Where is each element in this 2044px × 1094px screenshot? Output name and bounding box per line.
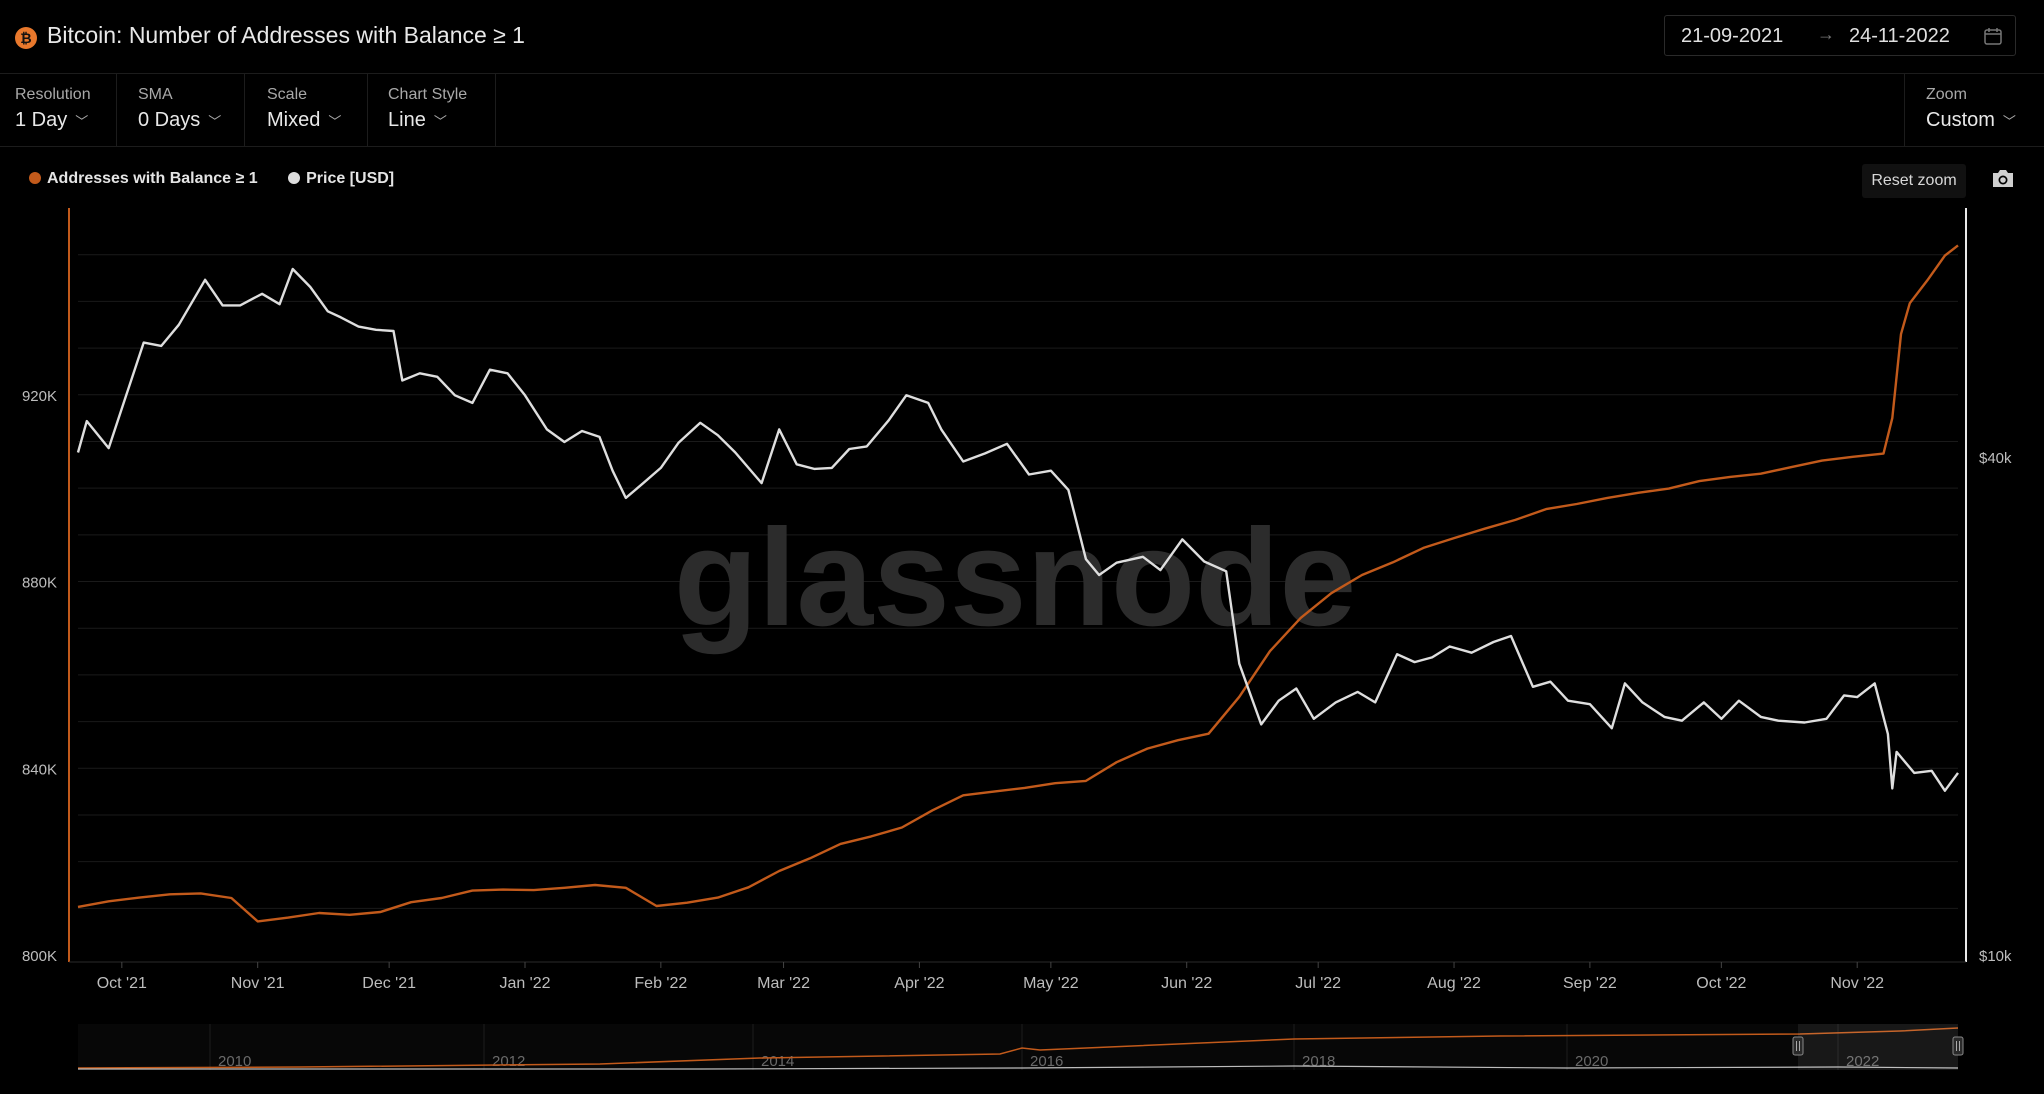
scale-dropdown[interactable]: Scale Mixed ﹀	[245, 74, 368, 146]
navigator-handle[interactable]	[1952, 1036, 1964, 1056]
chart-style-label: Chart Style	[388, 86, 468, 103]
sma-dropdown[interactable]: SMA 0 Days ﹀	[117, 74, 245, 146]
reset-zoom-button[interactable]: Reset zoom	[1862, 164, 1966, 198]
chevron-down-icon: ﹀	[208, 114, 222, 129]
sma-label: SMA	[138, 86, 173, 103]
x-tick-label: Nov '21	[231, 975, 285, 992]
x-tick-label: Oct '21	[97, 975, 147, 992]
camera-icon[interactable]	[1990, 166, 2016, 190]
navigator-tick-label: 2010	[218, 1053, 251, 1070]
resolution-label: Resolution	[15, 86, 91, 103]
navigator[interactable]: 2010 2012 2014 2016 2018 2020 2022	[77, 1024, 1964, 1070]
x-tick-label: Feb '22	[634, 975, 687, 992]
x-tick-label: May '22	[1023, 975, 1079, 992]
arrow-right-icon: →	[1817, 24, 1835, 44]
zoom-label: Zoom	[1926, 86, 1967, 103]
x-tick-label: Nov '22	[1830, 975, 1884, 992]
zoom-value[interactable]: Custom ﹀	[1926, 109, 2016, 131]
chart-style-dropdown[interactable]: Chart Style Line ﹀	[368, 74, 496, 146]
x-tick-label: Aug '22	[1427, 975, 1481, 992]
navigator-handle[interactable]	[1792, 1036, 1804, 1056]
chart-controls: Resolution 1 Day ﹀ SMA 0 Days ﹀ Scale Mixe…	[0, 74, 2044, 147]
legend-dot	[29, 172, 41, 184]
legend-dot	[288, 172, 301, 184]
axes: 800K 840K 880K 920K $10k $40k Oct '21 Nov '21 De…	[22, 208, 2012, 992]
legend-item-addresses[interactable]: Addresses with Balance ≥ 1	[29, 170, 258, 188]
x-tick-label: Sep '22	[1563, 975, 1617, 992]
date-range-picker[interactable]: 21-09-2021 → 24-11-2022	[1664, 15, 2016, 56]
legend-item-price[interactable]: Price [USD]	[288, 170, 394, 188]
chevron-down-icon: ﹀	[2002, 114, 2016, 129]
series-layer	[76, 244, 1959, 923]
sma-value[interactable]: 0 Days ﹀	[138, 109, 222, 131]
chevron-down-icon: ﹀	[433, 114, 447, 129]
y-left-tick-label: 800K	[22, 948, 57, 965]
navigator-tick-label: 2020	[1575, 1053, 1608, 1070]
page-title: Bitcoin: Number of Addresses with Balanc…	[47, 22, 525, 48]
x-tick-label: Jul '22	[1295, 975, 1341, 992]
date-to-input[interactable]: 24-11-2022	[1849, 25, 1950, 47]
chevron-down-icon: ﹀	[328, 114, 342, 129]
chart-style-value[interactable]: Line ﹀	[388, 109, 447, 131]
grid-lines	[78, 254, 1958, 909]
bitcoin-icon: ₿	[15, 27, 37, 49]
x-tick-label: Jun '22	[1161, 975, 1212, 992]
series-line-price	[76, 267, 1959, 792]
x-tick-label: Mar '22	[757, 975, 810, 992]
zoom-dropdown[interactable]: Zoom Custom ﹀	[1904, 74, 2044, 146]
series-line-addresses	[77, 244, 1959, 923]
chart-legend: Addresses with Balance ≥ 1 Price [USD]	[29, 170, 420, 194]
x-tick-label: Apr '22	[894, 975, 944, 992]
scale-value[interactable]: Mixed ﹀	[267, 109, 342, 131]
resolution-value[interactable]: 1 Day ﹀	[15, 109, 89, 131]
x-tick-label: Oct '22	[1696, 975, 1746, 992]
navigator-tick-label: 2016	[1030, 1053, 1063, 1070]
calendar-icon[interactable]	[1983, 26, 2003, 46]
chevron-down-icon: ﹀	[75, 114, 89, 129]
resolution-dropdown[interactable]: Resolution 1 Day ﹀	[0, 74, 117, 146]
y-left-tick-label: 840K	[22, 761, 57, 778]
navigator-tick-label: 2018	[1302, 1053, 1335, 1070]
scale-label: Scale	[267, 86, 308, 103]
x-tick-label: Dec '21	[362, 975, 416, 992]
navigator-background	[78, 1024, 1958, 1070]
y-right-tick-label: $40k	[1979, 450, 2012, 467]
x-tick-label: Jan '22	[499, 975, 550, 992]
navigator-tick-label: 2014	[761, 1053, 794, 1070]
y-left-tick-label: 880K	[22, 575, 57, 592]
navigator-line-price	[78, 1065, 1959, 1070]
navigator-selection	[1798, 1024, 1958, 1070]
date-from-input[interactable]: 21-09-2021	[1681, 25, 1784, 47]
chart-header: ₿ Bitcoin: Number of Addresses with Bala…	[0, 0, 2044, 74]
watermark: glassnode	[674, 501, 1357, 655]
y-right-tick-label: $10k	[1979, 948, 2012, 965]
y-left-tick-label: 920K	[22, 388, 57, 405]
navigator-tick-label: 2022	[1846, 1053, 1879, 1070]
navigator-line-addresses	[77, 1027, 1959, 1069]
navigator-tick-label: 2012	[492, 1053, 525, 1070]
